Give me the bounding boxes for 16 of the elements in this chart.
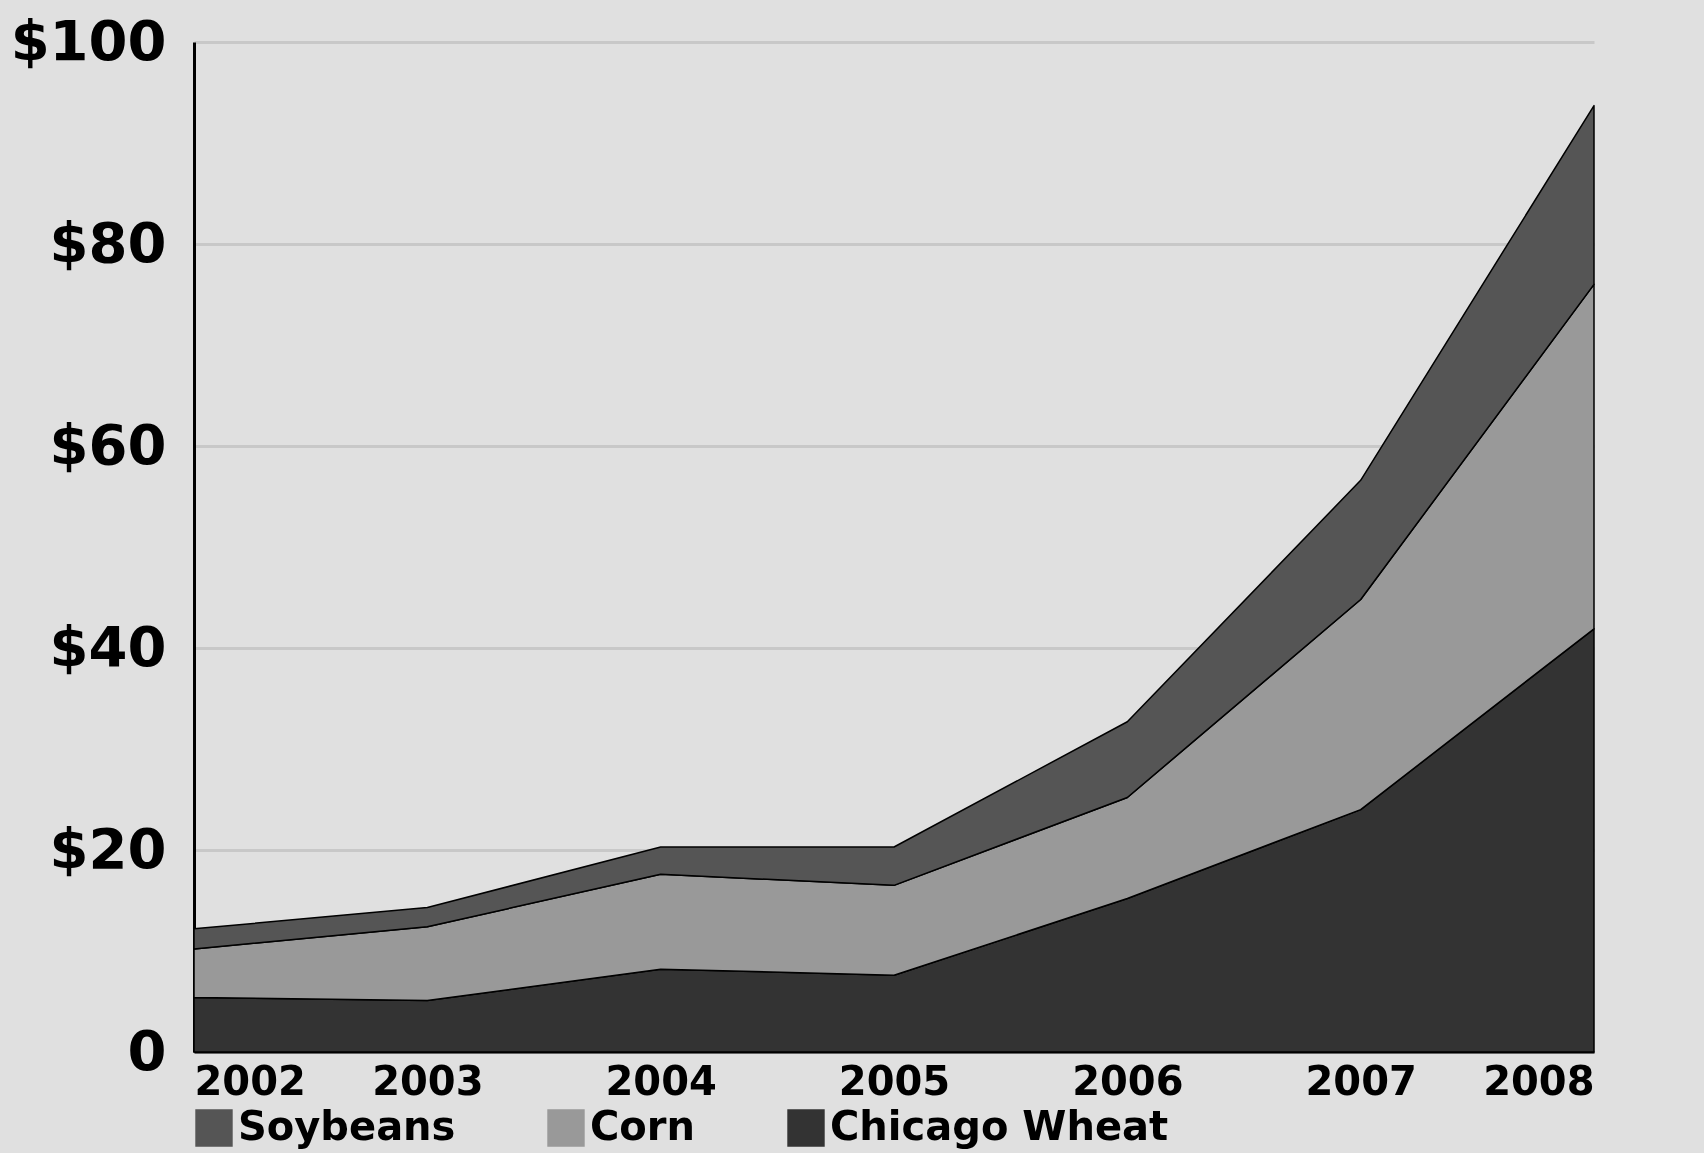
y-tick-label: $100 <box>10 7 167 73</box>
y-tick-label: $20 <box>49 815 167 881</box>
y-tick-label: 0 <box>127 1017 167 1083</box>
x-tick-label: 2005 <box>838 1057 951 1104</box>
x-tick-label: 2008 <box>1483 1057 1595 1104</box>
x-tick-label: 2003 <box>372 1057 484 1104</box>
x-tick-label: 2007 <box>1305 1057 1417 1104</box>
y-tick-label: $40 <box>49 613 167 679</box>
legend-label: Soybeans <box>238 1103 456 1149</box>
legend-label: Corn <box>590 1103 696 1149</box>
x-tick-label: 2002 <box>194 1057 306 1104</box>
legend-label: Chicago Wheat <box>830 1103 1169 1149</box>
y-tick-label: $80 <box>49 209 167 275</box>
x-tick-label: 2006 <box>1072 1057 1184 1104</box>
x-tick-label: 2004 <box>605 1057 717 1104</box>
y-tick-label: $60 <box>49 411 167 477</box>
